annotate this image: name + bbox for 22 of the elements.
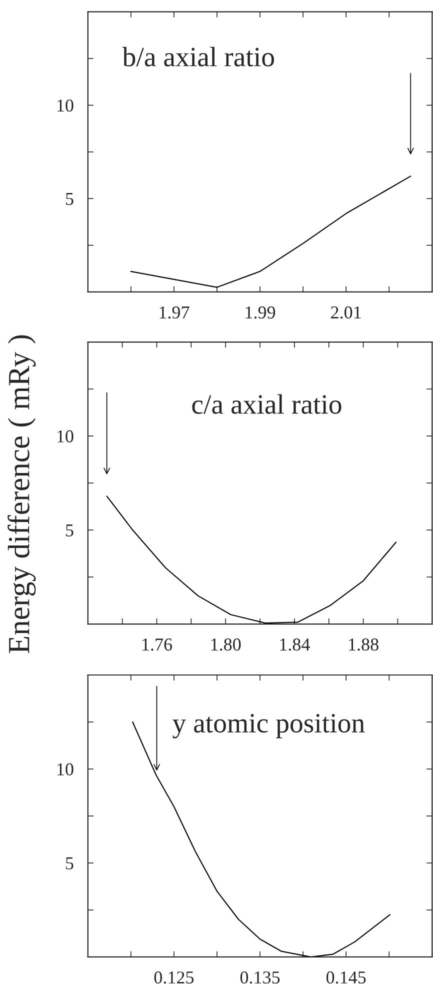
y-tick-label: 5	[66, 193, 74, 206]
y-tick-label: 5	[66, 524, 74, 536]
x-tick-label: 1.76	[142, 638, 172, 651]
x-tick-label: 1.80	[211, 638, 241, 651]
line-series	[130, 176, 412, 288]
x-tick-label: 0.145	[326, 971, 366, 984]
y-tick-label: 5	[66, 857, 74, 870]
line-series	[106, 496, 397, 624]
x-tick-label: 1.99	[246, 306, 276, 319]
y-tick-label: 10	[58, 99, 74, 112]
x-tick-label: 1.88	[349, 638, 378, 651]
y-tick-label: 10	[58, 763, 74, 776]
annotation: y atomic position	[172, 714, 365, 738]
y-tick-label: 10	[58, 430, 74, 442]
y-axis-title: Energy difference ( mRy )	[8, 335, 36, 654]
x-tick-label: 2.01	[331, 306, 361, 319]
x-tick-label: 0.135	[240, 971, 280, 984]
x-tick-label: 0.125	[154, 971, 194, 984]
annotation: b/a axial ratio	[122, 46, 274, 66]
x-tick-label: 1.84	[280, 638, 310, 651]
annotation: c/a axial ratio	[192, 394, 342, 414]
x-tick-label: 1.97	[160, 306, 190, 319]
